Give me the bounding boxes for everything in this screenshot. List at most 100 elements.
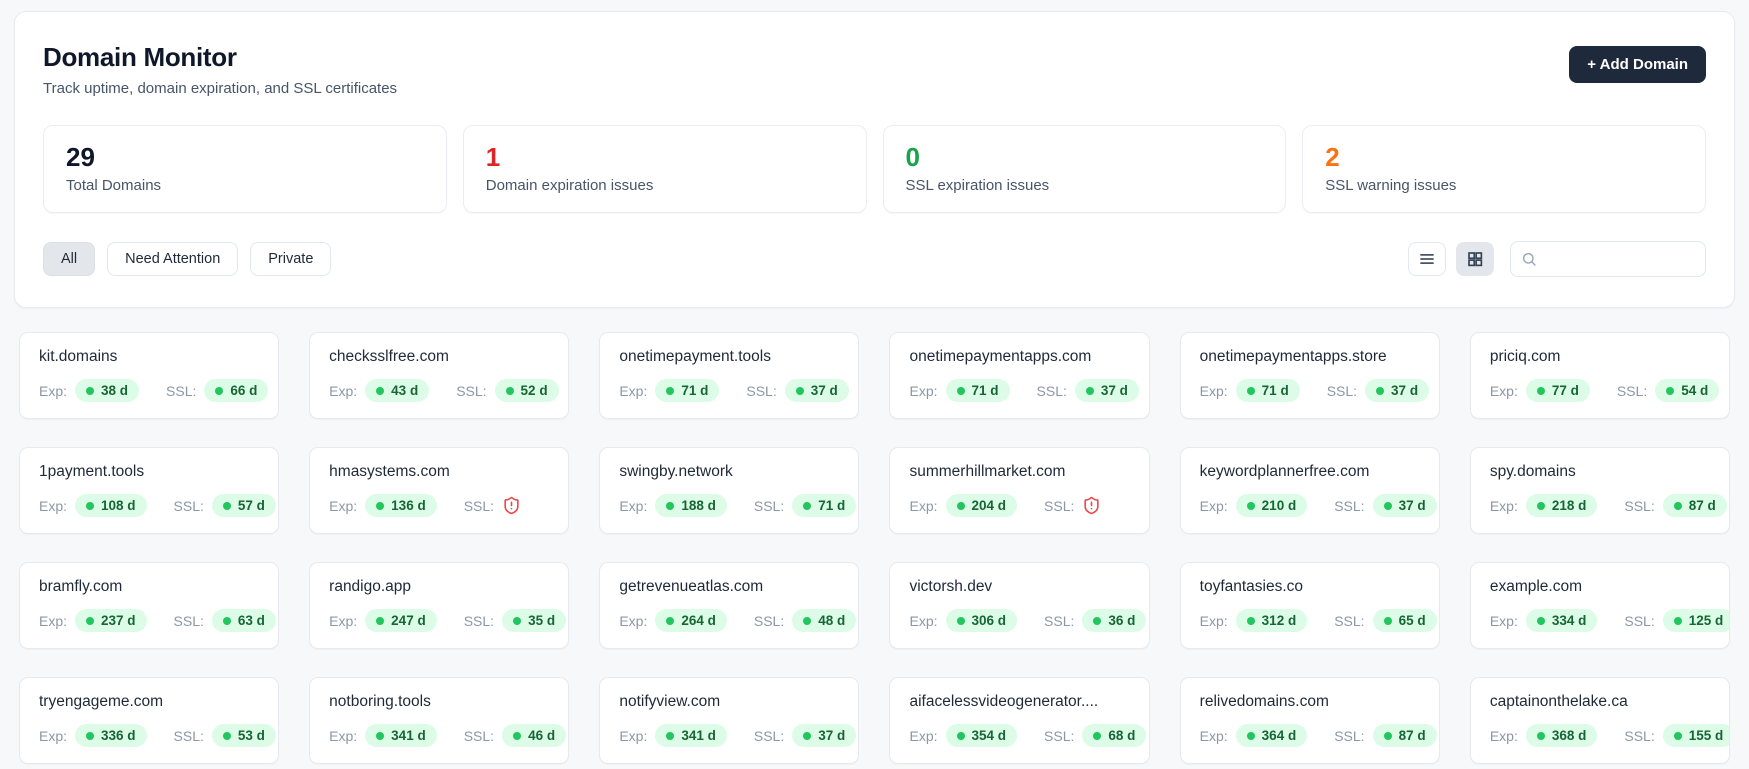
expiration-group: Exp: 312 d xyxy=(1200,609,1308,633)
expiration-group: Exp: 71 d xyxy=(1200,379,1300,403)
ssl-badge: 125 d xyxy=(1662,609,1729,633)
domain-card[interactable]: kit.domains Exp: 38 d SSL: 66 d xyxy=(19,332,280,420)
expiration-group: Exp: 341 d xyxy=(329,724,437,748)
domain-card[interactable]: onetimepaymentapps.com Exp: 71 d SSL: 37… xyxy=(889,332,1150,420)
ssl-label: SSL: xyxy=(1624,727,1655,744)
ssl-badge: 37 d xyxy=(792,724,857,748)
domain-card[interactable]: summerhillmarket.com Exp: 204 d SSL: xyxy=(889,447,1150,535)
domain-card[interactable]: victorsh.dev Exp: 306 d SSL: 36 d xyxy=(889,562,1150,650)
domain-card[interactable]: keywordplannerfree.com Exp: 210 d SSL: 3… xyxy=(1179,447,1440,535)
ssl-days: 48 d xyxy=(818,613,846,629)
domain-card[interactable]: swingby.network Exp: 188 d SSL: 71 d xyxy=(599,447,860,535)
exp-label: Exp: xyxy=(39,497,68,514)
ssl-badge: 36 d xyxy=(1082,609,1147,633)
exp-badge: 77 d xyxy=(1525,379,1590,403)
exp-days: 364 d xyxy=(1261,728,1297,744)
exp-badge: 364 d xyxy=(1235,724,1308,748)
exp-label: Exp: xyxy=(1489,382,1518,399)
domain-card[interactable]: priciq.com Exp: 77 d SSL: 54 d xyxy=(1469,332,1730,420)
domain-card[interactable]: notifyview.com Exp: 341 d SSL: 37 d xyxy=(599,677,860,765)
exp-badge: 204 d xyxy=(945,494,1018,518)
search-box xyxy=(1510,241,1706,278)
domain-name: bramfly.com xyxy=(39,578,123,596)
domain-card[interactable]: relivedomains.com Exp: 364 d SSL: 87 d xyxy=(1179,677,1440,765)
ssl-badge: 48 d xyxy=(792,609,857,633)
ssl-badge: 46 d xyxy=(502,724,567,748)
exp-label: Exp: xyxy=(329,727,358,744)
ssl-days: 36 d xyxy=(1108,613,1136,629)
exp-days: 341 d xyxy=(391,728,426,744)
expiration-group: Exp: 306 d xyxy=(909,609,1018,633)
domain-name: priciq.com xyxy=(1489,348,1561,366)
status-dot-icon xyxy=(1376,386,1385,395)
domain-status-row: Exp: 188 d SSL: 71 d xyxy=(619,494,857,518)
exp-label: Exp: xyxy=(329,612,358,629)
domain-card[interactable]: example.com Exp: 334 d SSL: 125 d xyxy=(1469,562,1730,650)
ssl-days: 54 d xyxy=(1681,383,1709,399)
domain-card[interactable]: toyfantasies.co Exp: 312 d SSL: 65 d xyxy=(1179,562,1440,650)
domain-card[interactable]: onetimepayment.tools Exp: 71 d SSL: 37 d xyxy=(599,332,860,420)
shield-alert-icon xyxy=(1082,496,1101,515)
domain-card[interactable]: checksslfree.com Exp: 43 d SSL: 52 d xyxy=(309,332,570,420)
exp-badge: 306 d xyxy=(945,609,1018,633)
ssl-group: SSL: 63 d xyxy=(174,609,276,633)
expiration-group: Exp: 336 d xyxy=(39,724,147,748)
exp-badge: 210 d xyxy=(1235,494,1308,518)
ssl-badge: 155 d xyxy=(1662,724,1729,748)
domain-status-row: Exp: 218 d SSL: 87 d xyxy=(1489,494,1727,518)
ssl-badge: 66 d xyxy=(204,379,269,403)
grid-view-button[interactable] xyxy=(1456,242,1494,277)
domain-card[interactable]: bramfly.com Exp: 237 d SSL: 63 d xyxy=(19,562,280,650)
status-dot-icon xyxy=(1536,501,1545,510)
filter-button[interactable]: Need Attention xyxy=(107,242,239,277)
domain-card[interactable]: captainonthelake.ca Exp: 368 d SSL: 155 … xyxy=(1469,677,1730,765)
ssl-label: SSL: xyxy=(463,497,495,514)
domain-card[interactable]: onetimepaymentapps.store Exp: 71 d SSL: … xyxy=(1179,332,1440,420)
ssl-label: SSL: xyxy=(1044,497,1075,514)
ssl-days: 37 d xyxy=(1391,383,1419,399)
domain-status-row: Exp: 334 d SSL: 125 d xyxy=(1490,609,1729,633)
search-input[interactable] xyxy=(1510,241,1706,278)
domain-status-row: Exp: 204 d SSL: xyxy=(909,494,1129,518)
exp-label: Exp: xyxy=(1489,497,1518,514)
exp-days: 38 d xyxy=(101,383,129,399)
domain-card[interactable]: randigo.app Exp: 247 d SSL: 35 d xyxy=(309,562,570,650)
exp-days: 334 d xyxy=(1551,613,1587,629)
exp-label: Exp: xyxy=(1199,727,1228,744)
expiration-group: Exp: 71 d xyxy=(909,379,1010,403)
exp-days: 136 d xyxy=(391,498,426,514)
filter-button[interactable]: Private xyxy=(250,242,332,277)
stat-label: Domain expiration issues xyxy=(485,177,654,195)
domain-card[interactable]: getrevenueatlas.com Exp: 264 d SSL: 48 d xyxy=(599,562,860,650)
list-view-icon xyxy=(1418,250,1436,268)
ssl-days: 37 d xyxy=(1100,383,1128,399)
status-dot-icon xyxy=(376,501,385,510)
domain-card[interactable]: aifacelessvideogenerator.... Exp: 354 d … xyxy=(889,677,1150,765)
ssl-group: SSL: 37 d xyxy=(1037,379,1139,403)
domain-status-row: Exp: 264 d SSL: 48 d xyxy=(619,609,857,633)
status-dot-icon xyxy=(86,731,95,740)
status-dot-icon xyxy=(666,616,675,625)
ssl-days: 35 d xyxy=(528,613,556,629)
domain-card[interactable]: notboring.tools Exp: 341 d SSL: 46 d xyxy=(309,677,570,765)
domain-card[interactable]: spy.domains Exp: 218 d SSL: 87 d xyxy=(1469,447,1730,535)
ssl-label: SSL: xyxy=(1334,612,1365,629)
domain-name: spy.domains xyxy=(1489,463,1576,481)
ssl-group: SSL: 54 d xyxy=(1617,379,1720,403)
domain-card[interactable]: hmasystems.com Exp: 136 d SSL: xyxy=(309,447,570,535)
status-dot-icon xyxy=(1085,386,1094,395)
domain-card[interactable]: 1payment.tools Exp: 108 d SSL: 57 d xyxy=(19,447,280,535)
add-domain-button[interactable]: + Add Domain xyxy=(1569,46,1706,83)
status-dot-icon xyxy=(956,501,965,510)
exp-label: Exp: xyxy=(619,727,648,744)
search-icon xyxy=(1523,253,1536,266)
domain-card[interactable]: tryengageme.com Exp: 336 d SSL: 53 d xyxy=(19,677,280,765)
status-dot-icon xyxy=(956,731,965,740)
status-dot-icon xyxy=(376,731,385,740)
domain-name: onetimepaymentapps.com xyxy=(909,348,1092,366)
filter-button[interactable]: All xyxy=(43,242,96,277)
list-view-button[interactable] xyxy=(1408,242,1446,277)
stat-label: SSL expiration issues xyxy=(905,177,1050,195)
status-dot-icon xyxy=(376,386,385,395)
exp-days: 210 d xyxy=(1261,498,1297,514)
